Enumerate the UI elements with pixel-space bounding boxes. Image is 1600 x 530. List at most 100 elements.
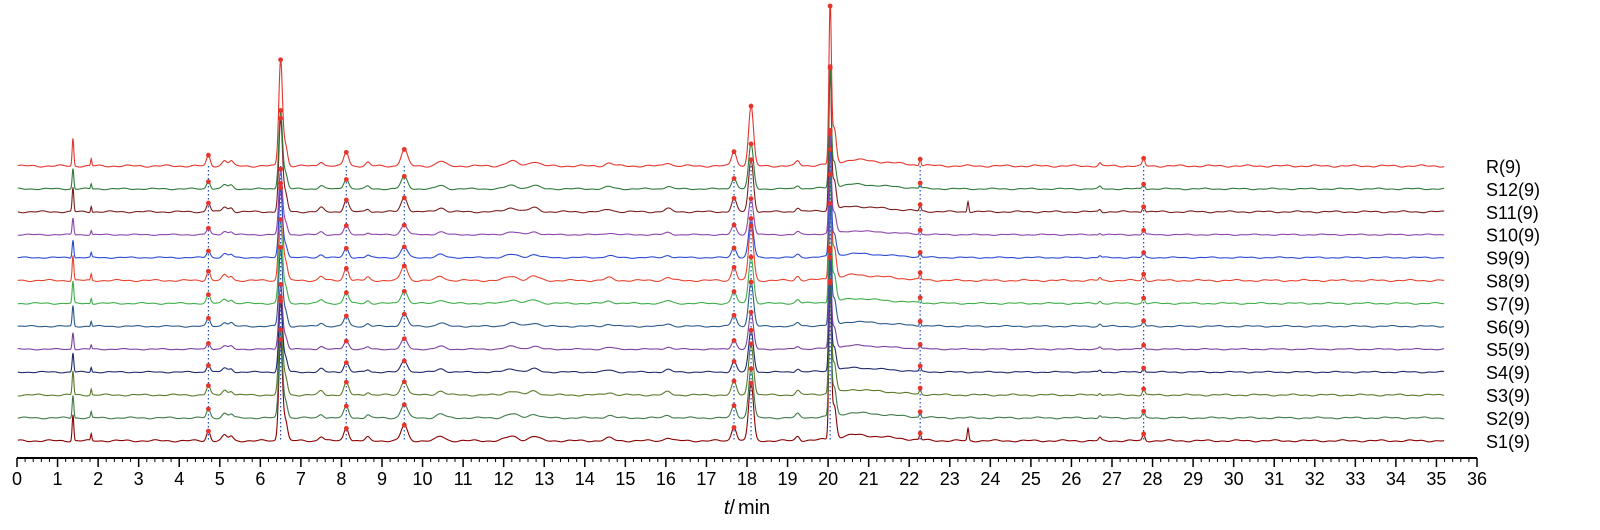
trace-label: S10(9) xyxy=(1486,226,1540,246)
trace-s119 xyxy=(17,68,1445,214)
x-axis-sep: / xyxy=(729,497,735,519)
peak-marker xyxy=(917,409,923,415)
trace-label: S2(9) xyxy=(1486,409,1530,429)
peak-marker xyxy=(731,264,737,270)
peak-marker xyxy=(917,249,923,255)
x-tick-label: 33 xyxy=(1345,469,1365,489)
peak-marker xyxy=(206,152,211,158)
trace-s89 xyxy=(17,130,1445,283)
peak-marker xyxy=(748,279,754,285)
peak-marker xyxy=(206,248,211,254)
peak-marker xyxy=(917,318,923,324)
peak-marker xyxy=(1141,271,1147,277)
peak-marker xyxy=(917,202,923,208)
trace-label: S9(9) xyxy=(1486,249,1530,269)
trace-s79 xyxy=(17,174,1445,305)
x-tick-label: 28 xyxy=(1143,469,1163,489)
peak-marker xyxy=(343,266,349,271)
peak-marker xyxy=(748,380,754,386)
peak-marker xyxy=(1141,204,1147,210)
x-tick-label: 5 xyxy=(215,469,225,489)
peak-marker xyxy=(401,263,407,269)
peak-marker xyxy=(401,336,407,342)
x-tick-label: 3 xyxy=(134,469,144,489)
x-tick-label: 36 xyxy=(1467,469,1487,489)
x-tick-label: 23 xyxy=(940,469,960,489)
peak-marker xyxy=(731,403,737,409)
peak-marker xyxy=(917,156,923,162)
peak-marker xyxy=(731,425,737,430)
peak-marker xyxy=(401,422,407,428)
peak-marker xyxy=(748,327,754,333)
peak-marker xyxy=(1141,431,1147,437)
x-tick-label: 8 xyxy=(336,469,346,489)
peak-marker xyxy=(731,222,737,228)
peak-marker xyxy=(401,244,407,250)
x-tick-label: 24 xyxy=(980,469,1000,489)
peak-marker xyxy=(1141,181,1147,187)
peak-marker xyxy=(343,245,349,251)
x-tick-label: 12 xyxy=(494,469,514,489)
peak-marker xyxy=(401,173,407,179)
peak-marker xyxy=(827,280,833,286)
peak-marker xyxy=(206,428,211,434)
peak-alignment-lines xyxy=(207,166,1145,441)
peak-marker xyxy=(343,149,349,155)
x-axis-title: t/min xyxy=(724,497,770,519)
peak-marker xyxy=(827,172,833,177)
x-tick-label: 29 xyxy=(1183,469,1203,489)
peak-marker xyxy=(206,179,211,185)
peak-marker xyxy=(206,315,211,321)
trace-label: S7(9) xyxy=(1486,294,1530,314)
peak-marker xyxy=(1141,318,1147,324)
peak-marker xyxy=(278,185,284,191)
peak-marker xyxy=(278,115,284,121)
peak-marker xyxy=(343,223,349,229)
x-tick-label: 15 xyxy=(615,469,635,489)
peak-marker xyxy=(206,268,211,274)
x-tick-label: 17 xyxy=(696,469,716,489)
peak-marker xyxy=(748,103,754,109)
peak-marker xyxy=(401,222,407,228)
peak-marker xyxy=(917,270,923,276)
trace-s39 xyxy=(17,251,1445,397)
peak-marker xyxy=(1141,386,1147,392)
trace-label: S11(9) xyxy=(1486,203,1539,223)
peak-marker xyxy=(206,200,211,206)
peak-marker xyxy=(827,128,833,133)
peak-marker xyxy=(343,290,349,296)
peak-marker xyxy=(1141,342,1147,348)
peak-marker xyxy=(206,383,211,388)
peak-marker xyxy=(731,195,737,201)
x-tick-label: 30 xyxy=(1224,469,1244,489)
x-tick-label: 11 xyxy=(454,469,473,489)
x-tick-label: 25 xyxy=(1021,469,1041,489)
trace-s29 xyxy=(17,281,1445,420)
trace-label: S1(9) xyxy=(1486,432,1530,452)
peak-marker xyxy=(827,147,833,152)
peak-marker xyxy=(748,141,754,147)
peak-marker xyxy=(731,338,737,343)
peak-marker xyxy=(731,359,737,364)
x-tick-label: 0 xyxy=(12,469,22,489)
x-tick-label: 4 xyxy=(174,469,184,489)
x-tick-label: 14 xyxy=(575,469,595,489)
x-tick-label: 6 xyxy=(255,469,265,489)
x-tick-label: 20 xyxy=(818,469,838,489)
peak-marker xyxy=(401,402,407,408)
peak-marker xyxy=(343,360,349,366)
peak-marker xyxy=(206,225,211,231)
x-tick-label: 10 xyxy=(413,469,433,489)
peak-marker xyxy=(278,298,284,304)
peak-marker xyxy=(1141,228,1147,233)
peak-marker xyxy=(206,406,211,412)
x-tick-label: 18 xyxy=(737,469,757,489)
x-axis: 0 1 2 3 4 5 6 7 8 9 10 11 12 13 14 15 16 17 18 19 20 21 22 23 24… xyxy=(12,457,1487,489)
trace-s59 xyxy=(17,248,1445,351)
peak-marker xyxy=(827,65,833,71)
peak-marker xyxy=(748,216,754,221)
peak-marker xyxy=(401,311,407,317)
peak-marker xyxy=(731,312,737,318)
trace-s19 xyxy=(17,283,1445,443)
